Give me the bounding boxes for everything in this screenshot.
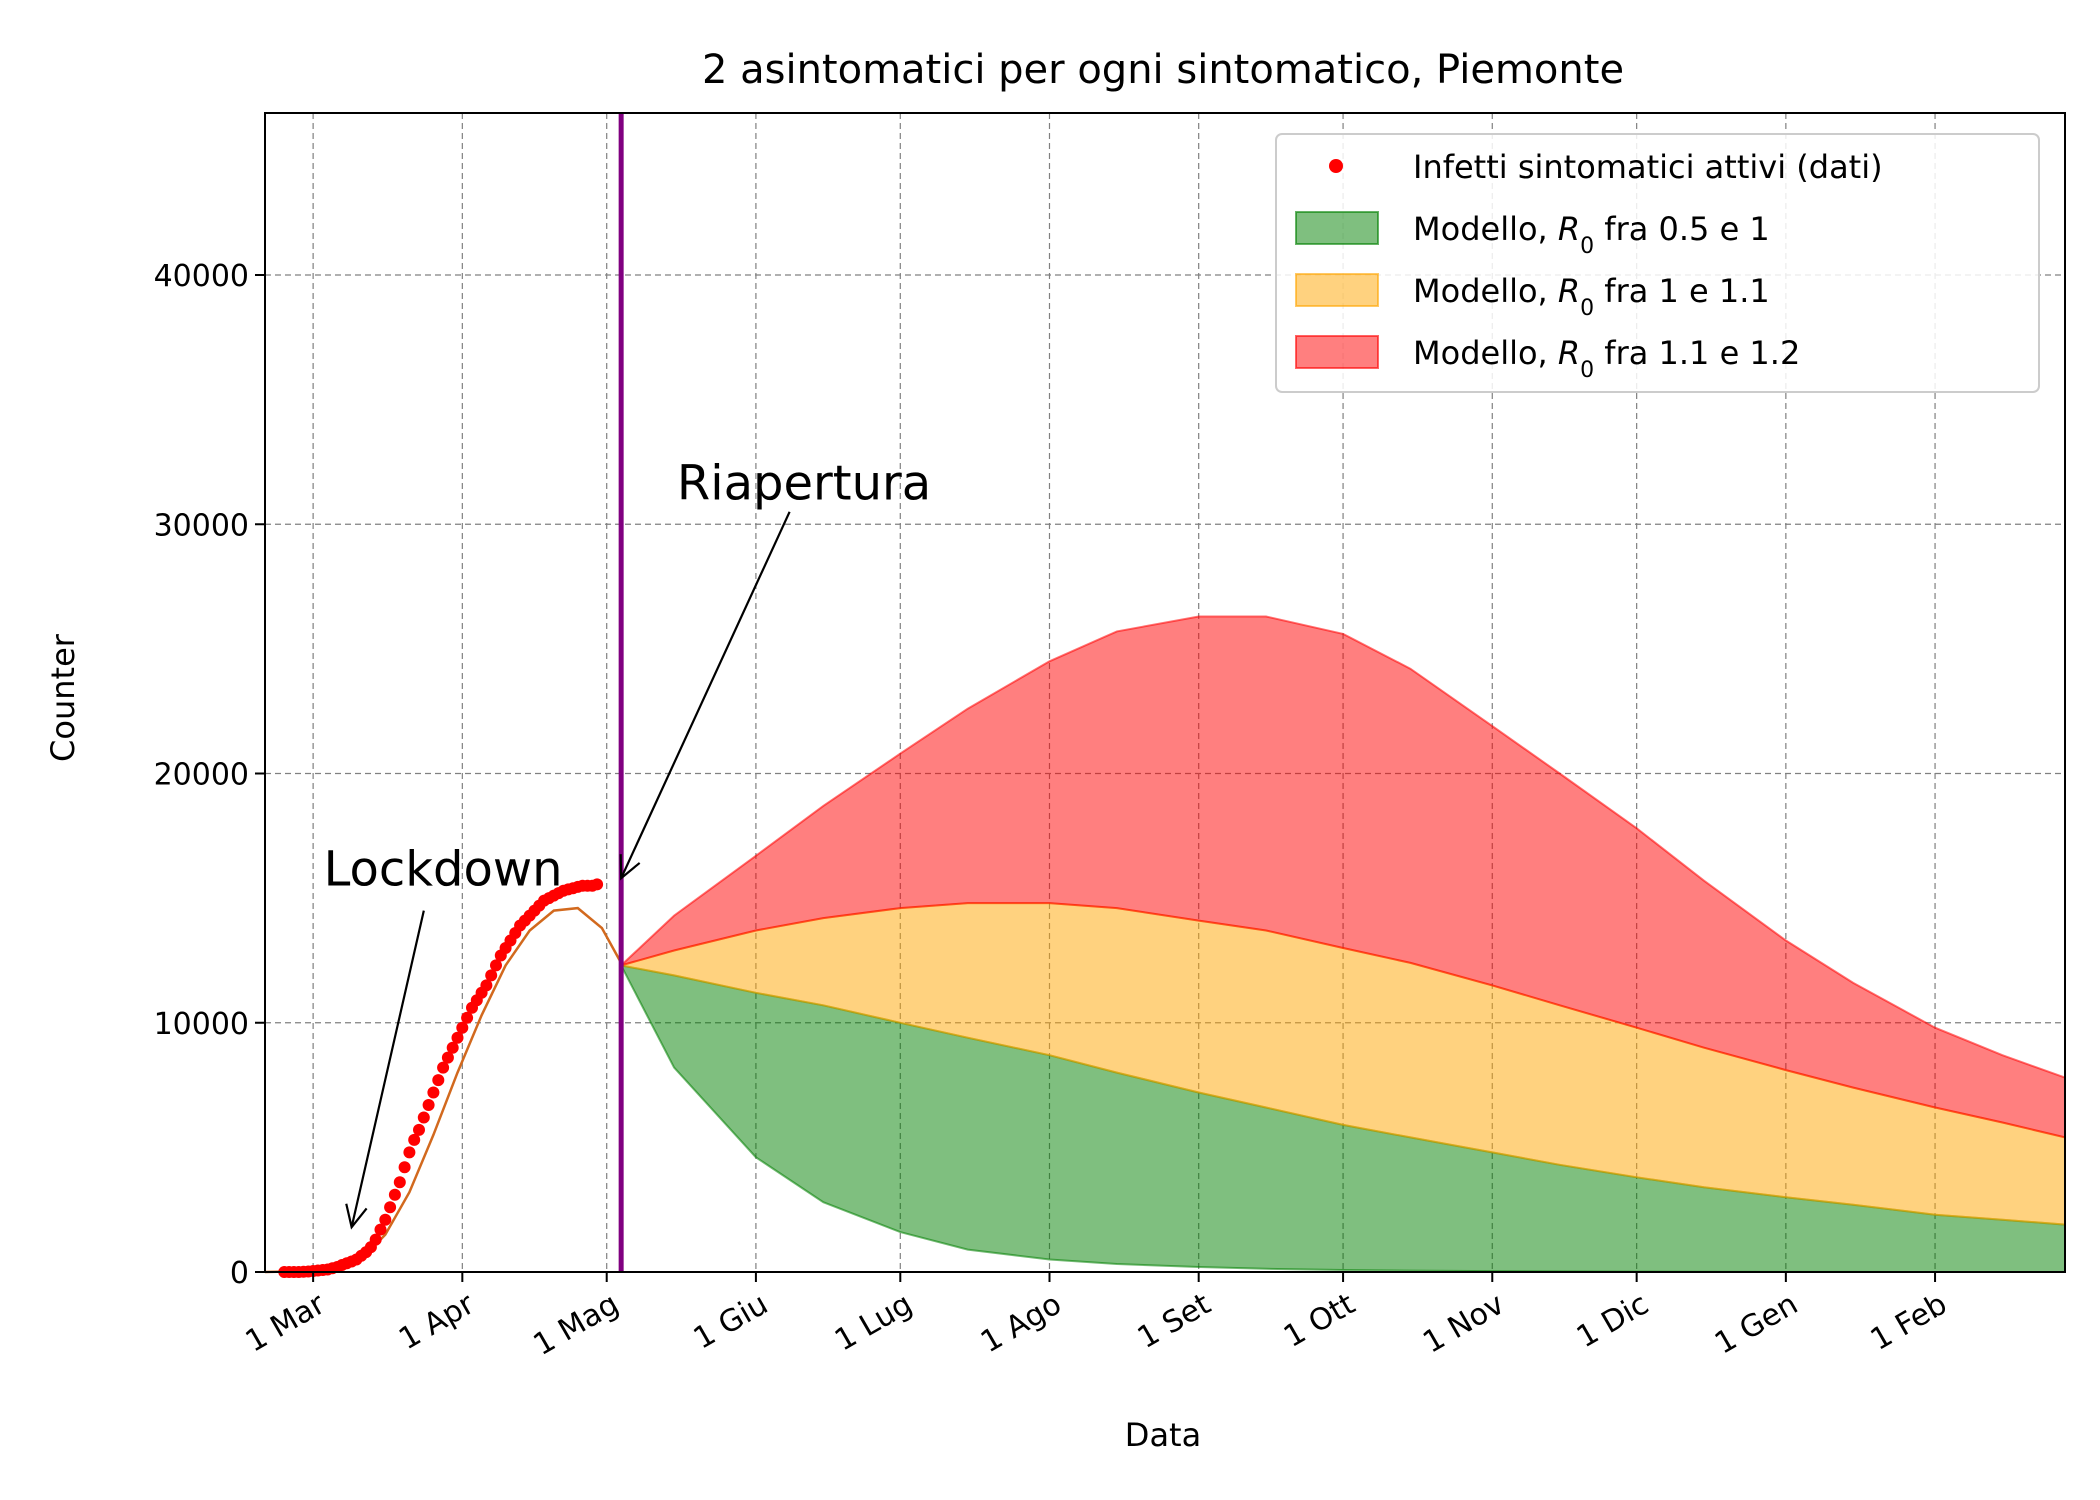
legend-marker xyxy=(1329,159,1343,173)
y-tick-label: 30000 xyxy=(154,508,249,543)
data-point xyxy=(432,1074,445,1087)
x-axis-label: Data xyxy=(1125,1416,1201,1454)
model-bands xyxy=(619,615,2066,1273)
y-tick-label: 10000 xyxy=(154,1007,249,1042)
annotation-label: Riapertura xyxy=(677,455,931,511)
data-point xyxy=(446,1041,459,1054)
data-point xyxy=(388,1188,401,1201)
data-point xyxy=(461,1011,474,1024)
y-tick-label: 40000 xyxy=(154,259,249,294)
data-point xyxy=(398,1161,411,1174)
y-axis-label: Counter xyxy=(44,633,82,762)
legend: Infetti sintomatici attivi (dati)Modello… xyxy=(1275,133,2040,393)
data-point xyxy=(379,1213,392,1226)
data-point xyxy=(490,959,502,972)
data-point xyxy=(451,1031,464,1044)
data-point xyxy=(480,979,493,992)
plot-frame xyxy=(264,112,2066,1273)
data-point xyxy=(591,878,604,891)
legend-box xyxy=(1275,133,2040,393)
data-point xyxy=(427,1086,440,1099)
data-point xyxy=(485,969,498,982)
data-point xyxy=(384,1201,397,1214)
annotation-arrowhead xyxy=(619,854,641,881)
annotation-arrow xyxy=(350,910,425,1228)
data-point xyxy=(437,1061,450,1074)
data-point xyxy=(403,1146,416,1159)
annotation-label: Lockdown xyxy=(324,842,563,898)
data-point xyxy=(413,1123,425,1136)
data-point xyxy=(422,1099,435,1111)
legend-swatch xyxy=(1295,273,1379,307)
data-point xyxy=(369,1233,382,1246)
chart-title: 2 asintomatici per ogni sintomatico, Pie… xyxy=(702,47,1624,93)
annotation-arrowhead xyxy=(345,1203,368,1230)
data-point xyxy=(408,1133,421,1146)
data-point xyxy=(417,1111,430,1124)
annotation-arrow xyxy=(620,511,791,879)
data-point xyxy=(393,1176,406,1189)
legend-swatch xyxy=(1295,211,1379,245)
legend-swatch xyxy=(1295,335,1379,369)
data-point xyxy=(441,1051,454,1064)
y-tick-label: 0 xyxy=(230,1256,249,1291)
data-point xyxy=(456,1021,469,1034)
legend-label: Infetti sintomatici attivi (dati) xyxy=(1413,148,1883,186)
annotations: Lockdown Riapertura xyxy=(324,455,931,1230)
y-tick-label: 20000 xyxy=(154,758,249,793)
data-point xyxy=(374,1223,387,1236)
